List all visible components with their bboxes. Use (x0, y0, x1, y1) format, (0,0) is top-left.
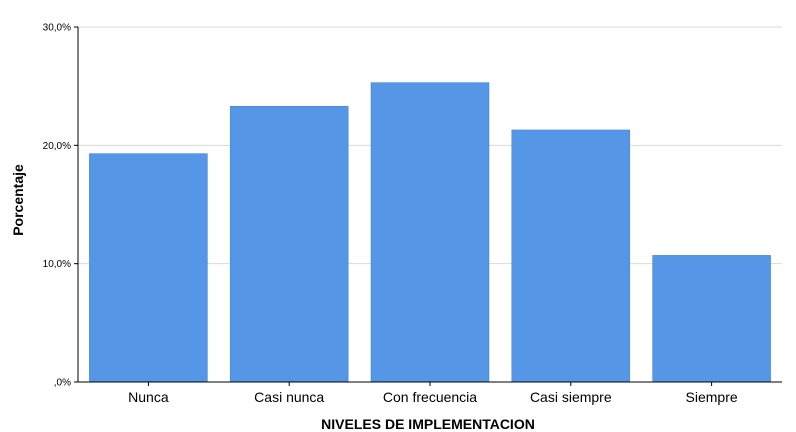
bar-casi-nunca (229, 106, 349, 383)
y-tick-label: 20,0% (43, 141, 71, 152)
bars-group (89, 82, 771, 383)
y-tick-labels: ,0% 10,0% 20,0% 30,0% (43, 23, 78, 389)
bar-casi-siempre (511, 129, 631, 383)
bar-siempre (652, 255, 771, 383)
x-tick-label: Casi nunca (254, 389, 324, 405)
x-tick-label: Siempre (686, 389, 738, 405)
x-tick-label: Casi siempre (530, 389, 612, 405)
x-axis-title: NIVELES DE IMPLEMENTACION (321, 416, 535, 432)
y-tick-label: ,0% (54, 378, 71, 389)
bar-nunca (89, 153, 208, 383)
x-tick-labels: Nunca Casi nunca Con frecuencia Casi siempr… (128, 382, 738, 405)
bar-con-frecuencia (370, 82, 490, 383)
y-axis-title: Porcentaje (10, 164, 26, 236)
y-tick-label: 30,0% (43, 23, 71, 34)
x-tick-label: Nunca (128, 389, 169, 405)
x-tick-label: Con frecuencia (383, 389, 477, 405)
y-tick-label: 10,0% (43, 259, 71, 270)
